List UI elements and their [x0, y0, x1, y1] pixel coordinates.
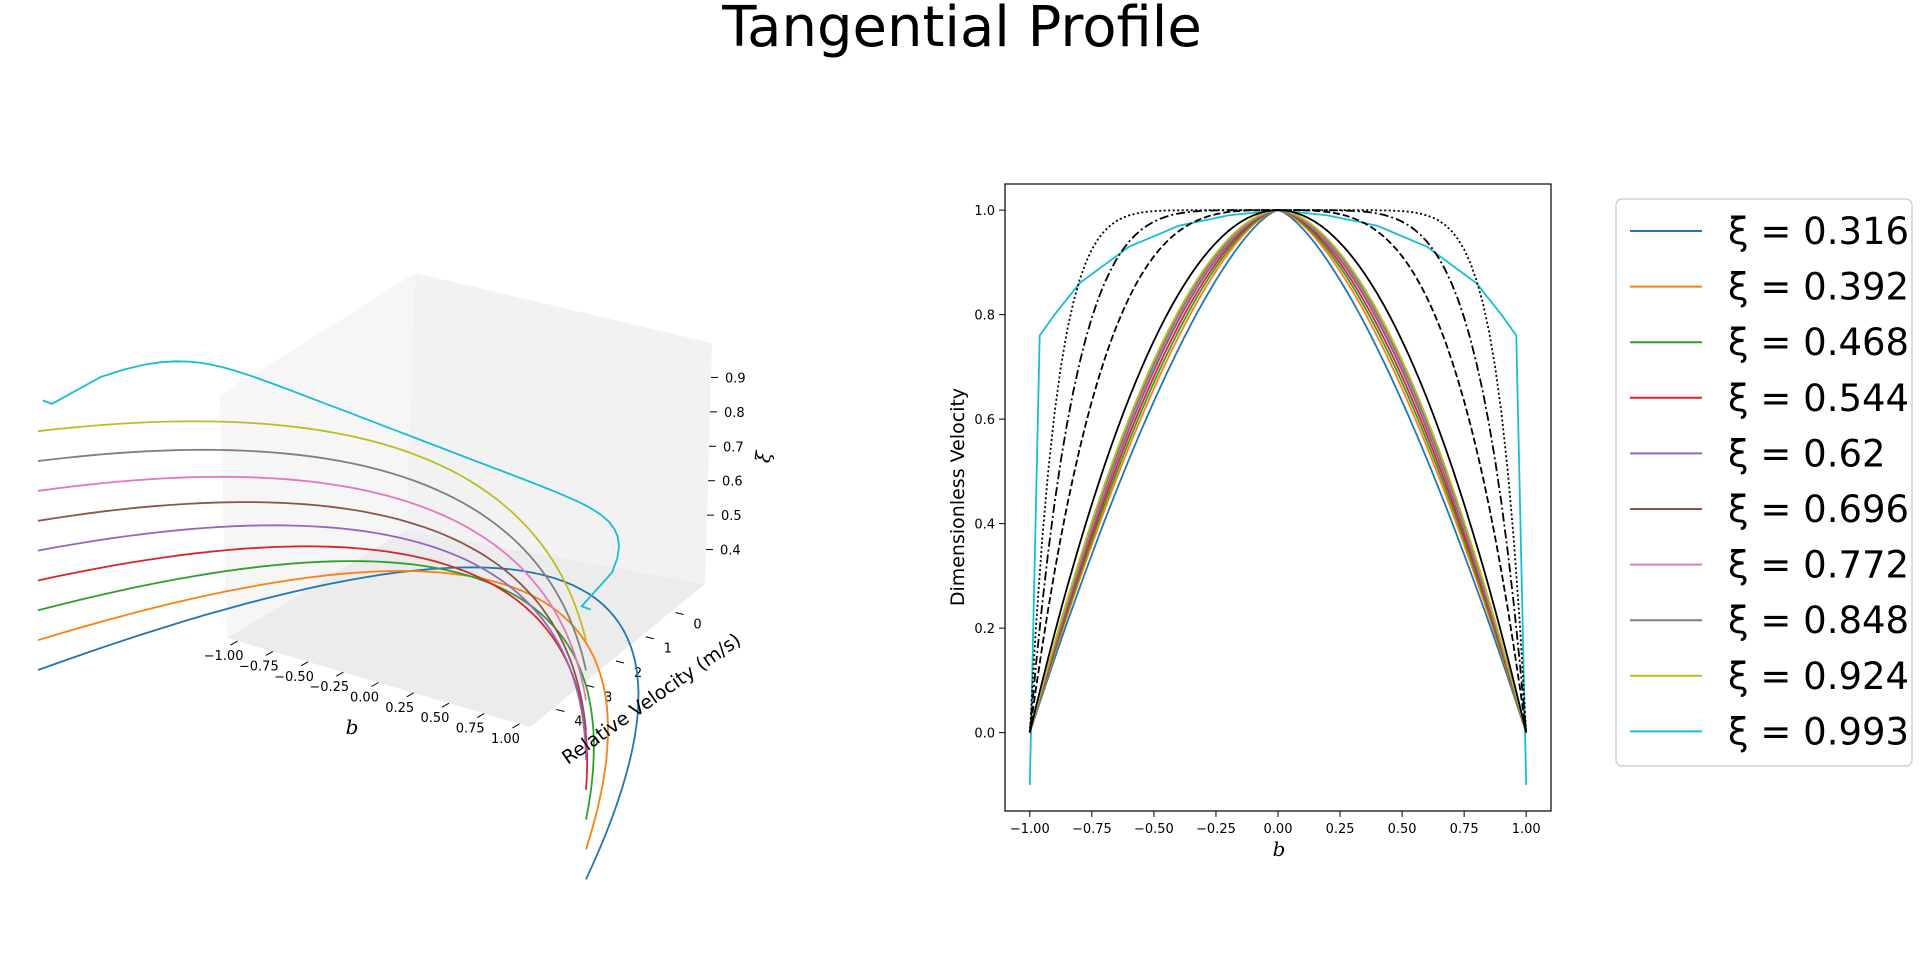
x-tick-label-2d: −1.00	[1010, 822, 1050, 837]
z-tick-label-3d: 0.4	[720, 544, 741, 559]
x-tick-label-2d: 0.00	[1264, 822, 1293, 837]
y-tick-label-3d: 3	[604, 690, 612, 705]
series-line-2d-8	[1028, 209, 1528, 733]
series-line-3d-9	[42, 360, 620, 611]
y-tick-label-2d: 0.0	[974, 727, 995, 742]
y-tick-mark-3d	[586, 684, 595, 688]
reference-curve-dashdot	[1028, 209, 1528, 733]
legend-frame	[1615, 198, 1913, 767]
y-tick-mark-3d	[645, 636, 654, 640]
back-pane	[406, 273, 712, 584]
legend-label: ξ = 0.468	[1728, 321, 1909, 364]
y-tick-label-3d: 4	[574, 715, 582, 730]
series-line-2d-2	[1028, 209, 1528, 733]
x-tick-label-3d: −0.75	[239, 659, 279, 674]
x-tick-label-3d: 0.75	[456, 722, 485, 737]
figure-title: Tangential Profile	[721, 0, 1202, 60]
legend: ξ = 0.316 ξ = 0.392 ξ = 0.468 ξ = 0.544 ξ = …	[1615, 198, 1913, 767]
x-tick-label-2d: −0.75	[1072, 822, 1112, 837]
x-tick-mark-3d	[476, 713, 485, 718]
y-axis-label-2d: Dimensionless Velocity	[947, 388, 969, 606]
reference-curve-solid	[1028, 209, 1528, 733]
series-line-2d-6	[1028, 209, 1528, 733]
z-tick-label-3d: 0.5	[721, 509, 742, 524]
x-tick-label-2d: −0.50	[1134, 822, 1174, 837]
x-tick-label-2d: −0.25	[1196, 822, 1236, 837]
legend-label: ξ = 0.848	[1728, 599, 1909, 642]
y-tick-label-3d: 0	[693, 617, 701, 632]
series-line-3d-4	[37, 524, 587, 761]
series-line-3d-5	[37, 501, 587, 731]
y-tick-label-2d: 1.0	[974, 204, 995, 219]
z-tick-label-3d: 0.8	[724, 406, 745, 421]
series-line-2d-7	[1028, 209, 1528, 733]
legend-label: ξ = 0.316	[1728, 210, 1909, 253]
x-tick-mark-3d	[441, 702, 450, 708]
x-tick-mark-3d	[300, 661, 309, 667]
series-line-2d-1	[1028, 209, 1528, 733]
floor-pane	[227, 530, 705, 727]
legend-label: ξ = 0.772	[1728, 544, 1909, 587]
x-tick-label-2d: 0.50	[1388, 822, 1417, 837]
legend-label: ξ = 0.696	[1728, 488, 1909, 531]
y-tick-mark-3d	[675, 612, 684, 615]
x-tick-label-3d: 0.00	[350, 691, 379, 706]
x-tick-label-3d: 1.00	[491, 732, 520, 747]
x-tick-mark-3d	[512, 723, 520, 729]
y-tick-label-2d: 0.6	[974, 413, 995, 428]
x-tick-mark-3d	[230, 640, 238, 646]
series-line-3d-7	[37, 448, 587, 671]
reference-curve-dashed	[1028, 209, 1528, 733]
x-tick-mark-3d	[336, 671, 344, 677]
x-tick-mark-3d	[406, 692, 414, 698]
legend-label: ξ = 0.62	[1728, 432, 1886, 475]
x-tick-label-3d: −1.00	[204, 649, 244, 664]
series-line-3d-1	[37, 569, 609, 850]
x-tick-label-3d: −0.25	[309, 680, 349, 695]
y-tick-label-2d: 0.2	[974, 622, 995, 637]
legend-label: ξ = 0.924	[1728, 655, 1909, 698]
x-tick-label-2d: 1.00	[1512, 822, 1541, 837]
series-line-2d-3	[1028, 209, 1528, 733]
series-line-3d-6	[37, 475, 587, 701]
series-line-2d-5	[1028, 209, 1528, 733]
x-axis-label-2d: b	[1273, 837, 1286, 861]
z-tick-label-3d: 0.9	[725, 371, 746, 386]
z-tick-label-3d: 0.6	[722, 475, 743, 490]
x-tick-mark-3d	[265, 651, 274, 656]
series-line-2d-4	[1028, 209, 1528, 733]
y-tick-label-2d: 0.4	[974, 518, 995, 533]
x-axis-label-3d: b	[346, 715, 359, 739]
y-tick-mark-3d	[556, 709, 565, 712]
x-tick-label-3d: −0.50	[274, 670, 314, 685]
y-tick-label-2d: 0.8	[974, 309, 995, 324]
y-tick-mark-3d	[615, 660, 625, 664]
z-axis-label-3d: ξ	[750, 449, 775, 464]
x-tick-label-2d: 0.75	[1450, 822, 1479, 837]
plot-2d: −1.00 −0.75 −0.50 −0.25 0.00 0.25 0.50 0.75 1.00…	[947, 183, 1552, 861]
x-tick-label-3d: 0.50	[420, 711, 449, 726]
legend-label: ξ = 0.544	[1728, 377, 1909, 420]
x-tick-mark-3d	[371, 682, 379, 687]
plot-3d: −1.00−0.75−0.50−0.250.000.250.500.751.00…	[37, 273, 776, 880]
series-line-2d-0	[1028, 209, 1528, 733]
legend-label: ξ = 0.392	[1728, 266, 1909, 309]
series-line-3d-8	[37, 420, 587, 641]
y-tick-label-3d: 1	[664, 642, 672, 657]
legend-label: ξ = 0.993	[1728, 710, 1909, 753]
x-tick-label-2d: 0.25	[1326, 822, 1355, 837]
x-tick-label-3d: 0.25	[385, 701, 414, 716]
z-tick-label-3d: 0.7	[723, 440, 744, 455]
reference-curve-dotted	[1028, 209, 1528, 733]
